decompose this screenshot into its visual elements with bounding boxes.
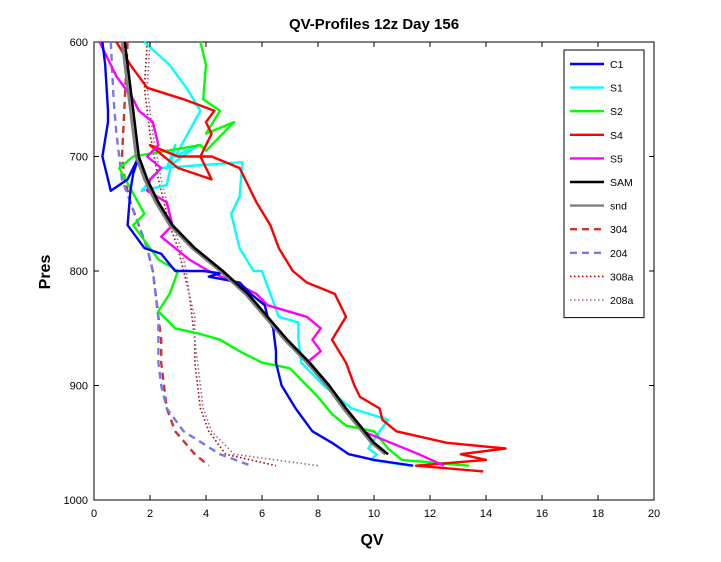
y-tick-label: 600 bbox=[70, 37, 88, 49]
x-tick-label: 18 bbox=[592, 508, 604, 520]
series-line-sam bbox=[123, 41, 389, 456]
legend-label-sam: SAM bbox=[610, 177, 633, 189]
legend-label-204: 204 bbox=[610, 248, 628, 260]
y-tick-label: 700 bbox=[70, 152, 88, 164]
series-line-c1 bbox=[101, 41, 414, 467]
x-tick-label: 2 bbox=[147, 508, 153, 520]
legend-label-308a: 308a bbox=[610, 271, 634, 283]
x-tick-label: 8 bbox=[315, 508, 321, 520]
y-tick-label: 900 bbox=[70, 381, 88, 393]
legend: C1 S1 S2 S4 S5 SAM snd 304 204 308a 208a bbox=[563, 49, 645, 319]
legend-label-snd: snd bbox=[610, 201, 627, 213]
series-line-208a bbox=[146, 41, 319, 467]
legend-label-s1: S1 bbox=[610, 83, 623, 95]
chart-title: QV-Profiles 12z Day 156 bbox=[289, 16, 459, 33]
series-line-204 bbox=[109, 41, 252, 467]
legend-label-s2: S2 bbox=[610, 106, 623, 118]
series-line-308a bbox=[143, 41, 277, 467]
legend-box bbox=[563, 49, 645, 319]
series-line-s4 bbox=[115, 41, 507, 473]
series-line-s2 bbox=[117, 41, 470, 467]
y-axis-label: Pres bbox=[37, 255, 54, 290]
series-line-snd bbox=[120, 41, 387, 456]
legend-label-208a: 208a bbox=[610, 295, 634, 307]
series-layer bbox=[98, 41, 507, 473]
x-tick-label: 4 bbox=[203, 508, 209, 520]
x-tick-label: 16 bbox=[536, 508, 548, 520]
x-tick-label: 14 bbox=[480, 508, 492, 520]
x-tick-label: 0 bbox=[91, 508, 97, 520]
x-tick-label: 6 bbox=[259, 508, 265, 520]
x-tick-label: 20 bbox=[648, 508, 660, 520]
x-tick-label: 10 bbox=[368, 508, 380, 520]
y-tick-label: 800 bbox=[70, 266, 88, 278]
legend-label-304: 304 bbox=[610, 224, 628, 236]
x-axis-label: QV bbox=[360, 532, 383, 549]
legend-label-s4: S4 bbox=[610, 130, 623, 142]
x-tick-label: 12 bbox=[424, 508, 436, 520]
legend-label-s5: S5 bbox=[610, 153, 623, 165]
y-tick-label: 1000 bbox=[64, 495, 88, 507]
axes-layer: 0 2 4 6 8 10 12 14 16 18 20 600 700 800 900 1000 bbox=[64, 37, 661, 520]
legend-label-c1: C1 bbox=[610, 59, 624, 71]
